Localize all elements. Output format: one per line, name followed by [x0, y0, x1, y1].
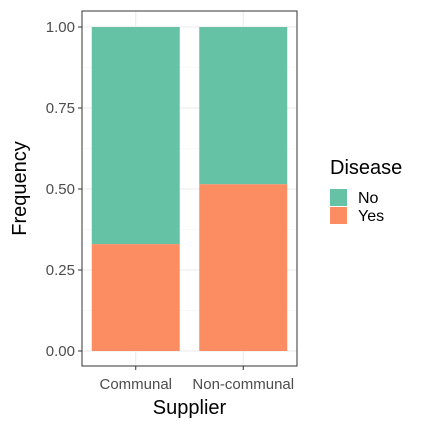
bar-no-non-communal	[199, 27, 288, 185]
x-axis: Communal Non-communal	[99, 366, 294, 393]
x-tick-label: Non-communal	[192, 376, 294, 393]
bars	[91, 27, 288, 351]
y-tick-label: 0.25	[46, 262, 75, 279]
legend-label-yes: Yes	[358, 208, 384, 225]
legend-key-no	[330, 189, 347, 206]
bar-no-communal	[91, 27, 180, 245]
legend-title: Disease	[330, 157, 402, 179]
y-tick-label: 0.50	[46, 181, 75, 198]
bar-yes-communal	[91, 244, 180, 351]
y-tick-label: 0.75	[46, 100, 75, 117]
legend-label-no: No	[358, 190, 379, 207]
y-tick-label: 0.00	[46, 343, 75, 360]
bar-yes-non-communal	[199, 184, 288, 351]
x-tick-label: Communal	[99, 376, 172, 393]
legend-key-yes	[330, 207, 347, 224]
x-axis-title: Supplier	[153, 397, 227, 419]
y-axis-title: Frequency	[9, 141, 31, 236]
y-tick-label: 1.00	[46, 19, 75, 36]
y-axis: 0.00 0.25 0.50 0.75 1.00	[46, 19, 82, 360]
